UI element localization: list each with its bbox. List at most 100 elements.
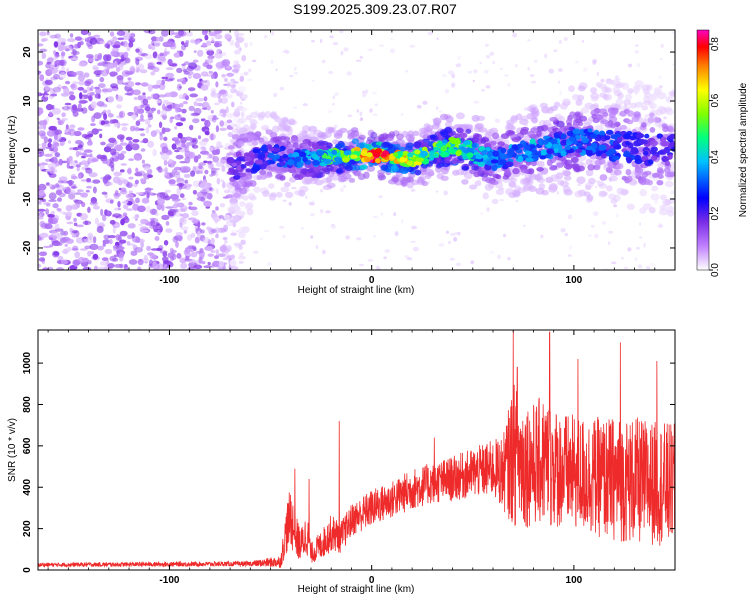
- spectrogram-signal-blob: [608, 193, 616, 200]
- spectrogram-noise-blob: [128, 259, 138, 265]
- spectrogram-signal-blob: [576, 176, 586, 184]
- spectrogram-noise-blob: [359, 111, 363, 117]
- spectrogram-noise-blob: [239, 47, 242, 52]
- spectrogram-noise-blob: [234, 108, 240, 114]
- spectrogram-noise-blob: [196, 102, 203, 107]
- spectrogram-noise-blob: [193, 264, 203, 270]
- spectrogram-noise-blob: [48, 217, 53, 225]
- spectrogram-noise-blob: [114, 223, 120, 228]
- spectrogram-noise-blob: [427, 31, 433, 36]
- spectrogram-noise-blob: [191, 113, 201, 116]
- spectrogram-noise-blob: [183, 61, 190, 65]
- spectrogram-signal-blob: [363, 156, 371, 163]
- spectrogram-noise-blob: [189, 259, 197, 264]
- spectrogram-noise-blob: [45, 158, 51, 162]
- spectrogram-signal-blob: [590, 87, 598, 94]
- spectrogram-noise-blob: [76, 224, 84, 228]
- spectrogram-noise-blob: [233, 60, 240, 64]
- spectrogram-noise-blob: [80, 30, 89, 36]
- spectrogram-noise-blob: [69, 227, 73, 233]
- spectrogram-noise-blob: [94, 86, 100, 90]
- spectrogram-noise-blob: [147, 84, 153, 92]
- spectrogram-noise-blob: [183, 230, 188, 234]
- spectrogram-noise-blob: [410, 240, 417, 243]
- spectrogram-noise-blob: [101, 88, 109, 93]
- spectrogram-noise-blob: [148, 43, 152, 50]
- spectrogram-noise-blob: [106, 109, 112, 115]
- spectrogram-noise-blob: [130, 250, 138, 256]
- spectrogram-noise-blob: [215, 249, 219, 253]
- spectrogram-noise-blob: [150, 218, 159, 224]
- spectrogram-noise-blob: [147, 252, 154, 256]
- spectrogram-noise-blob: [127, 243, 135, 246]
- spectrogram-noise-blob: [557, 80, 561, 84]
- spectrogram-noise-blob: [189, 93, 198, 98]
- spectrogram-signal-blob: [568, 85, 575, 92]
- spectrogram-noise-blob: [249, 41, 253, 46]
- spectrogram-signal-blob: [510, 116, 518, 123]
- spectrogram-noise-blob: [81, 152, 88, 156]
- spectrogram-noise-blob: [135, 167, 139, 173]
- spectrogram-noise-blob: [50, 93, 58, 97]
- spectrogram-noise-blob: [50, 156, 58, 164]
- spectrogram-noise-blob: [322, 249, 326, 255]
- spectrogram-noise-blob: [78, 173, 82, 180]
- spectrogram-signal-blob: [482, 192, 489, 200]
- spectrogram-signal-blob: [492, 173, 500, 179]
- spectrogram-noise-blob: [202, 237, 210, 244]
- spectrogram-signal-blob: [529, 138, 536, 144]
- spectrogram-signal-blob: [282, 154, 288, 159]
- spectrogram-noise-blob: [191, 143, 195, 148]
- spectrogram-noise-blob: [134, 218, 138, 221]
- spectrogram-signal-blob: [600, 191, 608, 197]
- spectrogram-noise-blob: [83, 72, 90, 78]
- spectrogram-signal-blob: [574, 118, 583, 124]
- spectrogram-noise-blob: [119, 263, 124, 269]
- spectrogram-noise-blob: [134, 127, 141, 132]
- spectrogram-noise-blob: [135, 63, 145, 71]
- spectrogram-noise-blob: [137, 259, 144, 266]
- spectrogram-noise-blob: [394, 231, 399, 237]
- spectrogram-noise-blob: [221, 74, 226, 78]
- spectrogram-noise-blob: [202, 188, 207, 196]
- spectrogram-noise-blob: [213, 102, 220, 106]
- spectrogram-signal-blob: [299, 185, 309, 193]
- spectrogram-signal-blob: [269, 112, 277, 119]
- spectrogram-noise-blob: [102, 123, 111, 127]
- spectrogram-noise-blob: [135, 236, 141, 243]
- spectrogram-noise-blob: [383, 256, 387, 260]
- spectrogram-noise-blob: [449, 257, 456, 261]
- spectrogram-signal-blob: [599, 130, 606, 137]
- spectrogram-noise-blob: [127, 167, 132, 175]
- spectrogram-noise-blob: [112, 245, 120, 249]
- spectrogram-noise-blob: [305, 195, 308, 200]
- spectrogram-signal-blob: [660, 194, 667, 201]
- spectrogram-signal-blob: [517, 187, 526, 194]
- spectrogram-signal-blob: [412, 130, 420, 136]
- spectrogram-signal-blob: [350, 154, 358, 159]
- spectrogram-signal-blob: [608, 176, 618, 182]
- spectrogram-noise-blob: [38, 43, 44, 47]
- spectrogram-noise-blob: [167, 41, 176, 47]
- spectrogram-noise-blob: [343, 47, 349, 52]
- spectrogram-signal-blob: [574, 111, 581, 117]
- spectrogram-noise-blob: [54, 223, 60, 230]
- spectrogram-signal-blob: [532, 154, 539, 160]
- spectrogram-noise-blob: [162, 260, 170, 264]
- spectrogram-noise-blob: [121, 126, 128, 131]
- spectrogram-noise-blob: [122, 36, 131, 41]
- spectrogram-noise-blob: [130, 142, 135, 149]
- spectrogram-signal-blob: [262, 160, 269, 167]
- spectrogram-noise-blob: [185, 183, 189, 186]
- spectrogram-noise-blob: [564, 232, 569, 237]
- spectrogram-signal-blob: [238, 117, 247, 124]
- spectrogram-noise-blob: [215, 169, 219, 177]
- spectrogram-signal-blob: [545, 176, 554, 183]
- spectrogram-noise-blob: [109, 71, 118, 77]
- spectrogram-noise-blob: [389, 48, 396, 54]
- spectrogram-noise-blob: [47, 138, 53, 144]
- spectrogram-noise-blob: [70, 50, 80, 56]
- spectrogram-signal-blob: [600, 119, 609, 125]
